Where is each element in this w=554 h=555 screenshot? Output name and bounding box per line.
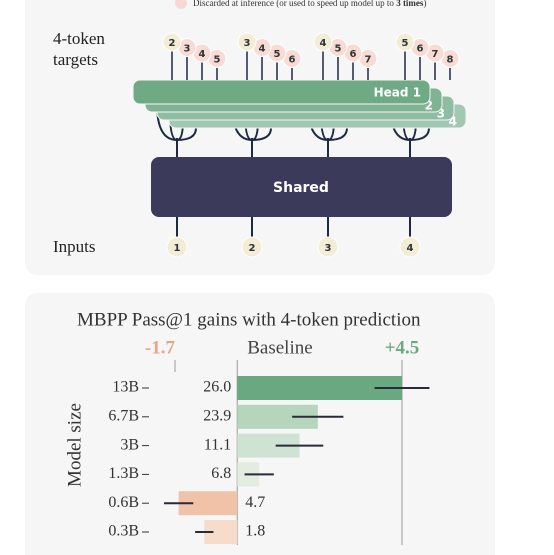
legend-bold: 3 times xyxy=(396,0,424,8)
target-token-label: 2 xyxy=(169,38,176,49)
target-token-label: 6 xyxy=(289,55,296,66)
y-tick-label: 0.6B xyxy=(108,494,139,511)
input-token xyxy=(317,236,339,258)
baseline-score: 23.9 xyxy=(203,407,231,424)
shared-box xyxy=(151,157,452,217)
inputs-label: Inputs xyxy=(53,237,96,256)
head-label: 2 xyxy=(425,99,433,113)
chart: MBPP Pass@1 gains with 4-token predictio… xyxy=(64,309,430,545)
input-token xyxy=(399,236,421,258)
target-token-label: 5 xyxy=(335,44,342,55)
target-token xyxy=(313,32,333,52)
target-token-label: 4 xyxy=(199,49,206,60)
head xyxy=(132,79,431,105)
target-token-label: 7 xyxy=(365,55,372,66)
head-label: 3 xyxy=(437,107,445,121)
target-token-label: 7 xyxy=(432,49,439,60)
input-token-label: 1 xyxy=(174,243,181,254)
y-tick-label: 6.7B xyxy=(108,407,139,424)
legend-plain: Discarded at inference (or used to speed… xyxy=(193,0,396,8)
target-token-label: 4 xyxy=(320,38,327,49)
y-tick-label: 3B xyxy=(120,436,139,453)
legend-end: ) xyxy=(423,0,426,8)
input-token xyxy=(166,236,188,258)
y-tick-label: 0.3B xyxy=(108,523,139,540)
target-token-label: 6 xyxy=(417,44,424,55)
baseline-score: 1.8 xyxy=(245,523,265,540)
target-token-label: 3 xyxy=(184,44,191,55)
baseline-score: 6.8 xyxy=(211,465,231,482)
x-tick-label: Baseline xyxy=(247,337,312,358)
target-token-label: 4 xyxy=(259,44,266,55)
branch xyxy=(327,127,348,141)
target-token-label: 3 xyxy=(244,38,251,49)
legend-text: Discarded at inference (or used to speed… xyxy=(193,0,426,8)
target-token-label: 6 xyxy=(350,49,357,60)
baseline-score: 11.1 xyxy=(204,436,231,453)
branch xyxy=(251,127,272,141)
y-tick-label: 13B xyxy=(112,379,139,396)
branch xyxy=(176,127,197,141)
baseline-score: 4.7 xyxy=(245,494,265,511)
target-token xyxy=(395,32,415,52)
x-tick-label: -1.7 xyxy=(145,337,176,358)
head-label: Head 1 xyxy=(374,86,421,100)
target-token-label: 5 xyxy=(214,55,221,66)
target-token-label: 5 xyxy=(274,49,281,60)
x-tick-label: +4.5 xyxy=(385,337,420,358)
input-token xyxy=(241,236,263,258)
targets-label: targets xyxy=(53,50,98,69)
branch xyxy=(409,127,430,141)
input-token-label: 4 xyxy=(407,243,414,254)
input-token-label: 3 xyxy=(325,243,332,254)
shared-label: Shared xyxy=(273,180,329,196)
target-token xyxy=(237,32,257,52)
target-token-label: 8 xyxy=(447,55,454,66)
chart-title: MBPP Pass@1 gains with 4-token predictio… xyxy=(77,309,421,330)
y-axis-label: Model size xyxy=(64,403,85,487)
input-token-label: 2 xyxy=(249,243,256,254)
legend-swatch xyxy=(175,0,187,9)
y-tick-label: 1.3B xyxy=(108,465,139,482)
targets-label: 4-token xyxy=(53,29,105,48)
target-token xyxy=(162,32,182,52)
head-label: 4 xyxy=(449,115,457,129)
target-token-label: 5 xyxy=(402,38,409,49)
baseline-score: 26.0 xyxy=(203,379,231,396)
